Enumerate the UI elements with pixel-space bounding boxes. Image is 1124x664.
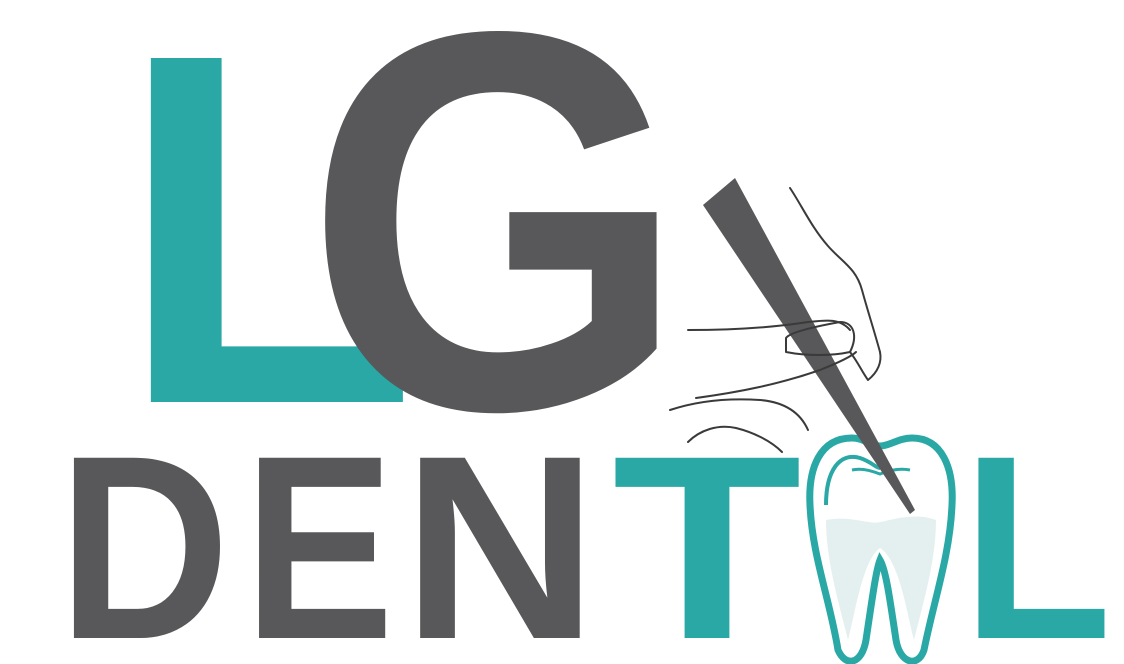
logo-letter-l2: L: [962, 401, 1112, 664]
logo-letter-l: L: [118, 0, 418, 508]
logo-letter-n: N: [402, 401, 598, 664]
logo-letter-g: G: [305, 0, 687, 523]
logo-letter-t: T: [612, 401, 802, 664]
hand-icon: [669, 187, 882, 453]
logo-letter-d: D: [58, 401, 230, 664]
logo-letter-e: E: [244, 401, 394, 664]
dental-probe-icon: [703, 178, 915, 514]
tooth-icon: [806, 434, 956, 664]
